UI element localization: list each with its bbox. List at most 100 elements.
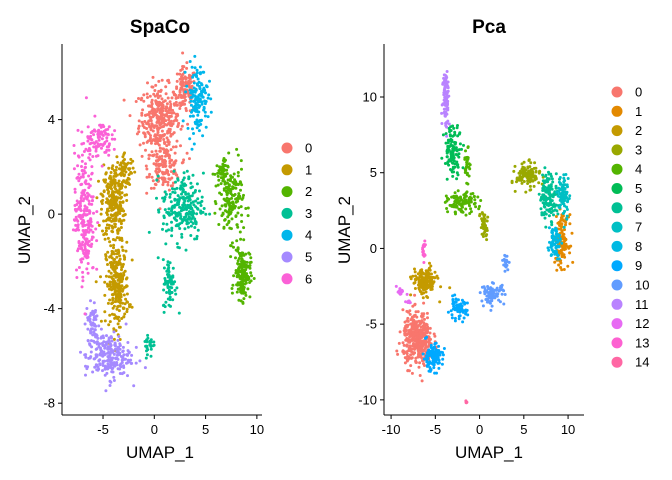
point [537, 181, 541, 185]
point [76, 219, 80, 223]
point [90, 238, 94, 241]
point [482, 215, 486, 219]
point [86, 241, 89, 245]
point [172, 169, 176, 173]
point [156, 142, 160, 145]
point [544, 189, 547, 193]
point [194, 122, 198, 126]
point [396, 290, 400, 294]
x-axis-label: UMAP_1 [455, 443, 523, 462]
point [102, 219, 106, 223]
point [242, 193, 245, 197]
point [558, 250, 561, 253]
point [103, 237, 107, 241]
point [162, 147, 165, 151]
point [164, 300, 168, 304]
point [167, 173, 171, 177]
point [84, 162, 87, 166]
point [117, 205, 121, 208]
point [97, 342, 101, 346]
point [547, 248, 551, 252]
point [529, 174, 533, 178]
point [440, 111, 444, 115]
point [191, 173, 195, 177]
point [179, 127, 183, 131]
point [116, 305, 120, 309]
point [563, 204, 566, 208]
point [170, 234, 174, 238]
point [155, 110, 159, 113]
point [554, 252, 558, 256]
point [85, 229, 89, 232]
point [97, 223, 101, 227]
point [186, 225, 190, 229]
point [505, 254, 509, 258]
point [462, 199, 466, 203]
x-tick-label: -10 [382, 422, 401, 437]
point [108, 287, 111, 291]
point [96, 336, 100, 340]
point [94, 280, 98, 284]
point [171, 190, 175, 194]
point [448, 134, 452, 138]
point [436, 349, 440, 353]
point [446, 160, 450, 164]
point [207, 93, 211, 97]
point [554, 237, 558, 241]
point [104, 219, 108, 223]
point [156, 93, 159, 97]
point [90, 195, 93, 199]
point [173, 198, 177, 202]
point [171, 187, 174, 191]
point [100, 341, 104, 345]
y-tick-label: -4 [43, 301, 55, 316]
point [73, 190, 77, 194]
point [107, 218, 111, 222]
point [404, 329, 408, 333]
point [413, 281, 417, 285]
point [404, 333, 408, 337]
point [102, 353, 106, 357]
point [242, 297, 246, 301]
point [190, 65, 194, 69]
point [180, 124, 184, 128]
point [189, 224, 193, 228]
point [454, 297, 458, 301]
point [563, 228, 566, 232]
point [420, 312, 424, 316]
point [80, 165, 83, 168]
point [115, 307, 119, 311]
point [417, 344, 421, 348]
point [122, 315, 126, 319]
point [178, 107, 182, 110]
point [88, 211, 92, 215]
point [549, 174, 553, 178]
point [213, 172, 217, 176]
y-tick-label: 5 [370, 165, 377, 180]
point [142, 126, 146, 129]
y-tick-label: -10 [358, 392, 377, 407]
point [482, 220, 486, 224]
point [168, 275, 172, 279]
point [122, 271, 126, 275]
point [86, 262, 90, 265]
point [248, 252, 252, 256]
point [225, 223, 229, 227]
point [469, 207, 473, 211]
point [88, 152, 92, 156]
point [244, 207, 248, 210]
point [559, 261, 563, 265]
point [562, 243, 566, 247]
point [547, 209, 551, 213]
point [521, 175, 524, 179]
point [76, 164, 80, 168]
point [479, 199, 483, 202]
point [240, 281, 244, 284]
data-points [71, 51, 256, 393]
point [87, 356, 91, 360]
point [147, 230, 151, 234]
point [226, 215, 230, 219]
